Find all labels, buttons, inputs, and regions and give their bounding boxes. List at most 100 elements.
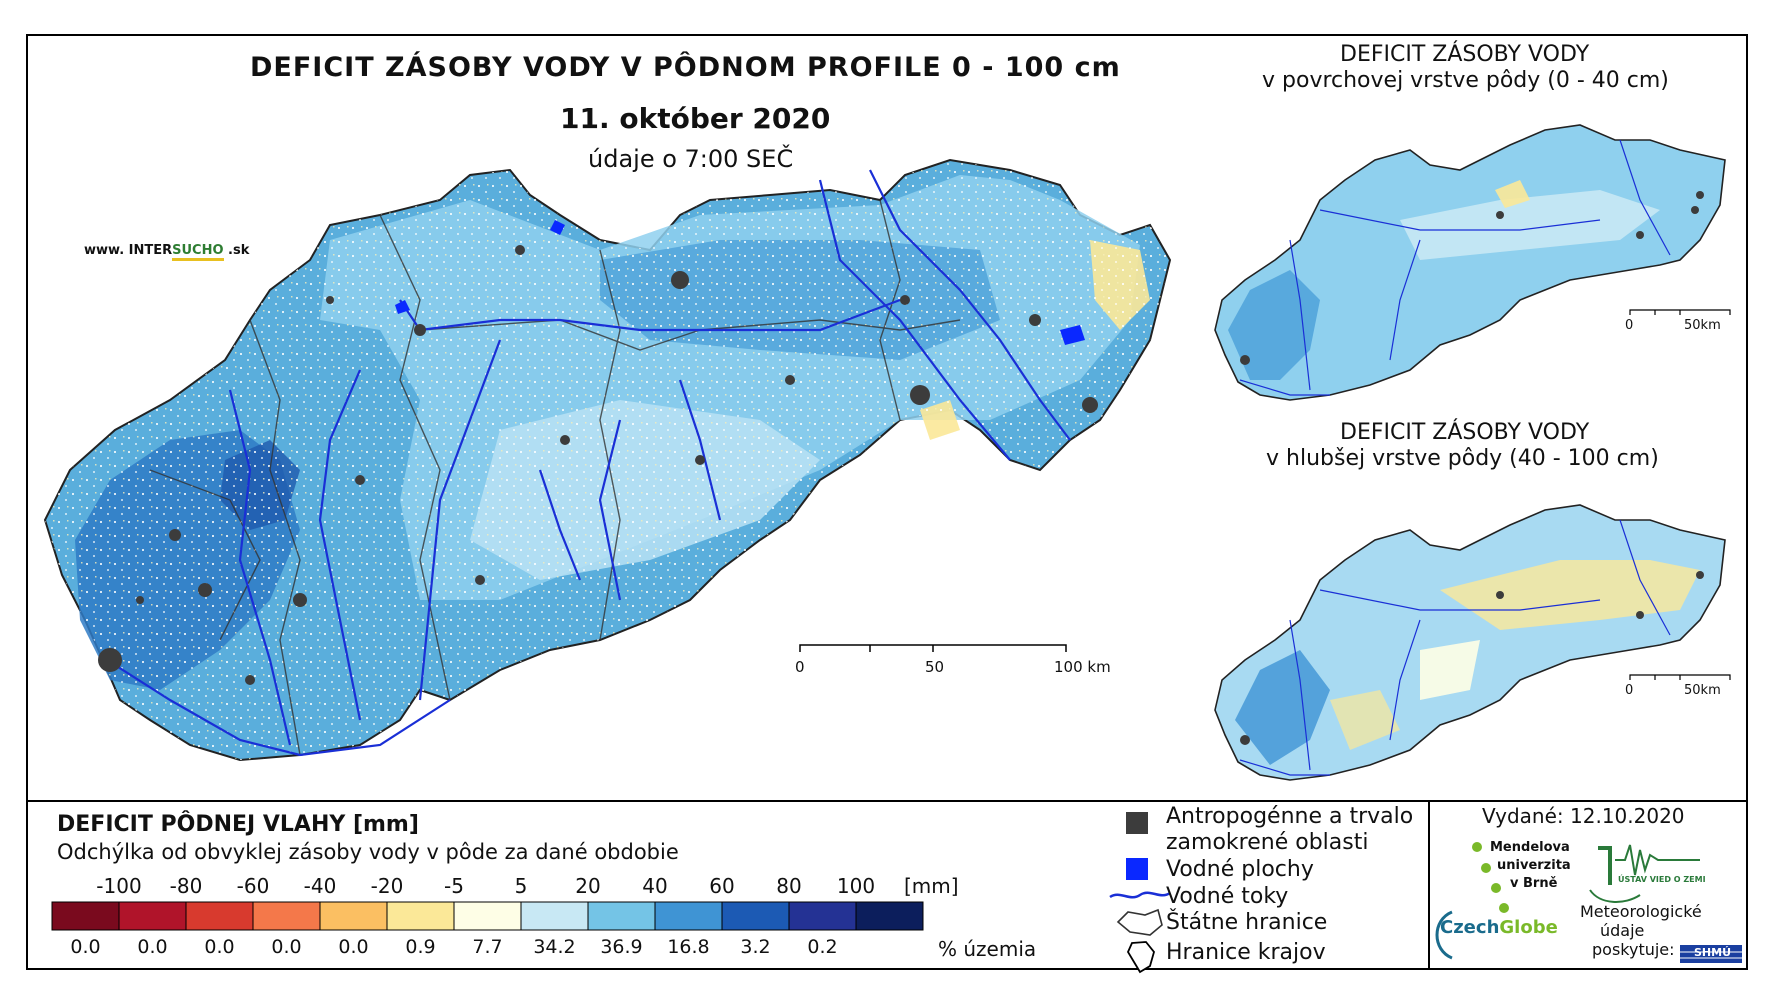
anthropogenic-areas-main: [98, 245, 1098, 685]
legend-percent-9: 16.8: [667, 936, 710, 958]
state-border-symbol: [1116, 908, 1163, 936]
legend-subtitle: Odchýlka od obvyklej zásoby vody v pôde …: [57, 840, 679, 864]
main-scale-bar: [799, 644, 1067, 652]
water-bodies-main: [395, 220, 1085, 345]
legend-break-7: 20: [575, 874, 601, 898]
main-time-note: údaje o 7:00 SEČ: [588, 145, 794, 173]
inset-map-top: [1214, 124, 1731, 401]
logo-mendel-dots: [1472, 842, 1509, 913]
meteo-credit: Meteorologické údaje poskytuje:: [1580, 902, 1702, 959]
legend-swatch-10: [721, 901, 790, 931]
legend-swatch-5: [386, 901, 455, 931]
legend-break-4: -20: [370, 874, 404, 898]
river-symbol: [1109, 891, 1171, 899]
website-prefix: www. INTER: [84, 243, 173, 258]
legend-swatch-3: [252, 901, 321, 931]
logo-shmu: [1680, 945, 1742, 963]
water-body-swatch: [1126, 858, 1148, 880]
legend-percent-2: 0.0: [204, 936, 235, 958]
legend-break-1: -80: [169, 874, 203, 898]
legend-title: DEFICIT PÔDNEJ VLAHY [mm]: [57, 812, 419, 837]
main-date: 11. október 2020: [560, 102, 831, 135]
legend-percent-0: 0.0: [70, 936, 101, 958]
mendel-line2: univerzita: [1497, 858, 1571, 873]
inset-map-bottom: [1214, 504, 1731, 781]
region-borders: [149, 199, 961, 756]
legend-swatch-7: [520, 901, 589, 931]
inset-bottom-subtitle: v hlubšej vrstve pôdy (40 - 100 cm): [1266, 446, 1659, 471]
inset-top-title: DEFICIT ZÁSOBY VODY: [1340, 42, 1590, 67]
legend-percent-3: 0.0: [271, 936, 302, 958]
legend-break-5: -5: [444, 874, 464, 898]
legend-break-10: 80: [776, 874, 802, 898]
legend-anthropogenic-label-line2: zamokrené oblasti: [1166, 830, 1369, 855]
inset-bottom-title: DEFICIT ZÁSOBY VODY: [1340, 420, 1590, 445]
map-legend-symbols: [1109, 812, 1171, 974]
website-label: www. INTERSUCHO .sk: [84, 243, 250, 261]
legend-region-borders-label: Hranice krajov: [1166, 940, 1326, 965]
main-scale-label-100: 100 km: [1054, 658, 1111, 676]
logo-ustav-seismograph: [1589, 844, 1700, 903]
legend-break-2: -60: [236, 874, 270, 898]
legend-percent-11: 0.2: [807, 936, 838, 958]
legend-swatch-2: [185, 901, 254, 931]
czechglobe-logo: CzechGlobe: [1440, 917, 1558, 938]
meteo-line2: údaje: [1600, 921, 1645, 940]
legend-swatch-12: [855, 901, 924, 931]
legend-state-borders-label: Štátne hranice: [1166, 910, 1328, 935]
legend-percent-4: 0.0: [338, 936, 369, 958]
inset-top-scale-label-50: 50km: [1684, 318, 1721, 333]
main-scale-label-50: 50: [925, 658, 945, 676]
legend-anthropogenic-label-line1: Antropogénne a trvalo: [1166, 804, 1414, 829]
ustav-logo-text: ÚSTAV VIED O ZEMI: [1618, 875, 1706, 884]
legend-percent-8: 36.9: [600, 936, 643, 958]
logo-czechglobe-arc: [1435, 910, 1453, 960]
inset-bottom-scale-label-50: 50km: [1684, 683, 1721, 698]
inset-top-subtitle: v povrchovej vrstve pôdy (0 - 40 cm): [1262, 68, 1669, 93]
map-frame: [26, 34, 1748, 970]
credits-separator: [1428, 800, 1430, 970]
legend-swatch-4: [319, 901, 388, 931]
legend-rivers-label: Vodné toky: [1166, 884, 1289, 909]
legend-percent-6: 7.7: [472, 936, 503, 958]
czechglobe-text-b: Globe: [1499, 917, 1558, 938]
main-scale-label-0: 0: [795, 658, 805, 676]
legend-swatch-9: [654, 901, 723, 931]
inset-top-scale-label-0: 0: [1625, 318, 1634, 333]
legend-swatch-8: [587, 901, 656, 931]
rivers-main: [114, 169, 1071, 757]
legend-unit-percent: % územia: [938, 937, 1037, 961]
mendel-line1: Mendelova: [1490, 840, 1570, 855]
issued-date: Vydané: 12.10.2020: [1482, 804, 1685, 828]
legend-separator: [26, 800, 1748, 802]
legend-swatch-1: [118, 901, 187, 931]
meteo-line1: Meteorologické: [1580, 902, 1702, 921]
legend-percent-5: 0.9: [405, 936, 436, 958]
legend-break-9: 60: [709, 874, 735, 898]
legend-percent-10: 3.2: [740, 936, 771, 958]
legend-break-11: 100: [836, 874, 876, 898]
shmu-logo-text: SHMÚ: [1694, 946, 1732, 959]
legend-break-0: -100: [96, 874, 142, 898]
anthropogenic-swatch: [1126, 812, 1148, 834]
main-map: [43, 158, 1172, 762]
mendel-line3: v Brně: [1510, 876, 1558, 891]
legend-water-bodies-label: Vodné plochy: [1166, 857, 1314, 882]
main-title: DEFICIT ZÁSOBY VODY V PÔDNOM PROFILE 0 -…: [250, 52, 1121, 83]
meteo-line3: poskytuje:: [1592, 940, 1675, 959]
legend-swatch-11: [788, 901, 857, 931]
inset-bottom-scale-label-0: 0: [1625, 683, 1634, 698]
color-legend-bar: [51, 901, 924, 931]
legend-swatch-0: [51, 901, 120, 931]
legend-percent-7: 34.2: [533, 936, 576, 958]
legend-unit-mm: [mm]: [904, 874, 959, 898]
legend-break-8: 40: [642, 874, 668, 898]
region-border-symbol: [1126, 941, 1155, 974]
czechglobe-text-a: Czech: [1440, 917, 1500, 938]
legend-break-3: -40: [303, 874, 337, 898]
legend-swatch-6: [453, 901, 522, 931]
legend-break-6: 5: [514, 874, 528, 898]
website-suffix: .sk: [223, 243, 250, 258]
legend-percent-1: 0.0: [137, 936, 168, 958]
